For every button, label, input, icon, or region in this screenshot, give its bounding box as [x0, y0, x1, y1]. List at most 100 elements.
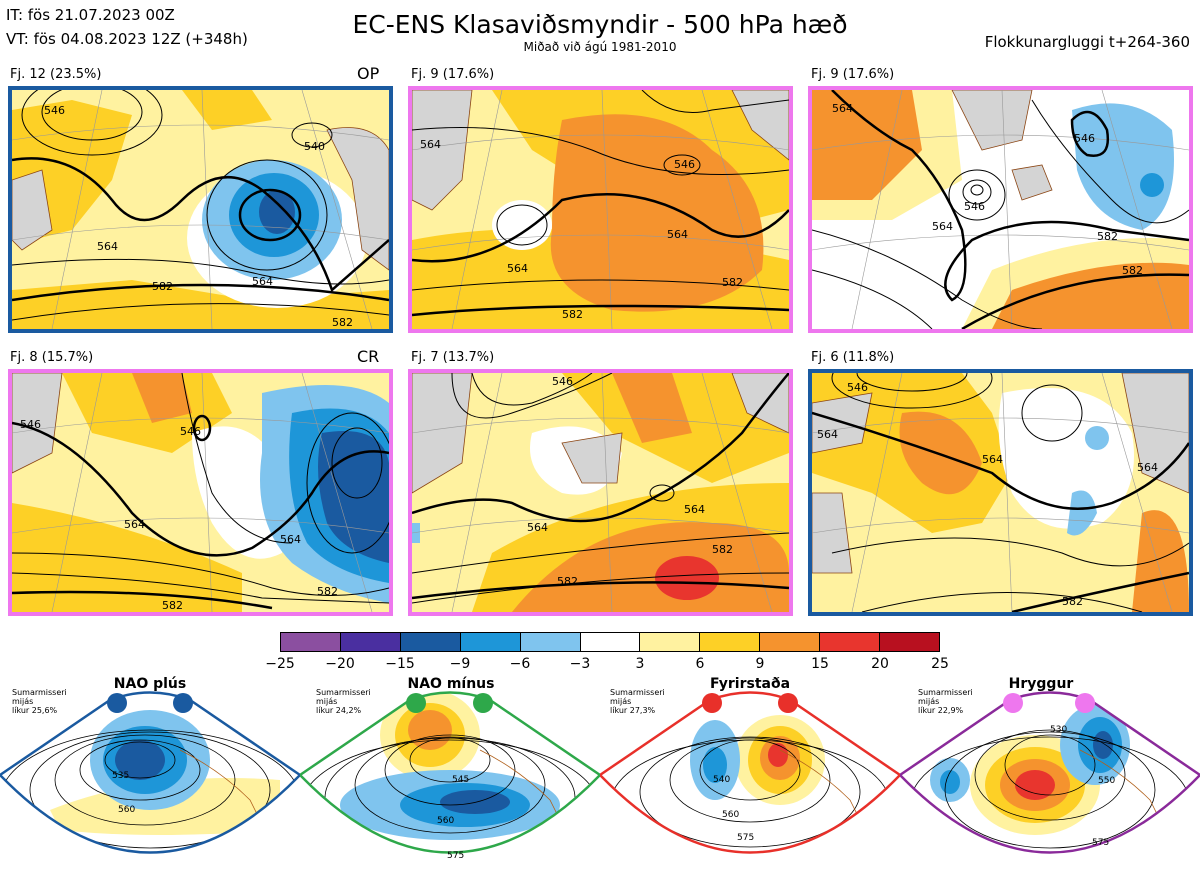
colorbar-swatch — [460, 633, 521, 651]
colorbar-swatch — [580, 633, 641, 651]
regime-2-title: NAO mínus — [407, 676, 495, 692]
contour-label: 546 — [1074, 132, 1095, 145]
contour-label: 582 — [332, 316, 353, 329]
contour-label: 564 — [932, 220, 953, 233]
cluster-map-2: 564 546 564 564 582 582 — [412, 90, 789, 329]
page-subtitle: Miðað við ágú 1981-2010 — [523, 40, 677, 54]
contour-label: 582 — [722, 276, 743, 289]
contour-label: 546 — [847, 381, 868, 394]
colorbar-tick-label: 15 — [811, 656, 829, 672]
contour-label: 564 — [420, 138, 441, 151]
colorbar-tick-label: 20 — [871, 656, 889, 672]
panel-1-tag: OP — [357, 64, 380, 83]
contour-label: 560 — [118, 805, 135, 815]
contour-label: 582 — [1062, 595, 1083, 608]
contour-label: 582 — [162, 599, 183, 612]
regime-1-note: Sumarmisseri mijás líkur 25,6% — [12, 688, 67, 715]
contour-label: 546 — [180, 425, 201, 438]
cluster-map-4: 546 546 564 564 582 582 — [12, 373, 389, 612]
contour-label: 546 — [552, 375, 573, 388]
panel-4-label: Fj. 8 (15.7%) — [10, 350, 94, 365]
regime-1-marker — [173, 693, 193, 713]
cluster-map-3: 564 546 546 564 582 582 — [812, 90, 1189, 329]
regime-2-marker — [406, 693, 426, 713]
contour-label: 546 — [44, 104, 65, 117]
contour-label: 564 — [124, 518, 145, 531]
colorbar-swatch — [880, 633, 939, 651]
cluster-map-panel-2[interactable]: 564 546 564 564 582 582 — [408, 86, 793, 333]
regime-4-map: 530 550 575 — [898, 690, 1200, 870]
regime-4-marker — [1003, 693, 1023, 713]
colorbar-swatch — [700, 633, 761, 651]
cluster-map-panel-6[interactable]: 546 564 564 564 582 — [808, 369, 1193, 616]
cluster-map-panel-5[interactable]: 546 564 564 582 582 — [408, 369, 793, 616]
contour-label: 540 — [304, 140, 325, 153]
regime-4-title: Hryggur — [1008, 676, 1074, 692]
colorbar-tick-label: −20 — [325, 656, 355, 672]
colorbar-tick-label: 6 — [695, 656, 705, 672]
colorbar — [280, 632, 940, 652]
regime-3-marker — [702, 693, 722, 713]
contour-label: 564 — [97, 240, 118, 253]
cluster-map-5: 546 564 564 582 582 — [412, 373, 789, 612]
cluster-map-1: 546 540 564 564 582 582 — [12, 90, 389, 329]
colorbar-tick-label: 3 — [635, 656, 645, 672]
colorbar-tick-label: −25 — [265, 656, 295, 672]
regime-1-marker — [107, 693, 127, 713]
contour-label: 564 — [982, 453, 1003, 466]
contour-label: 582 — [562, 308, 583, 321]
contour-label: 546 — [20, 418, 41, 431]
contour-label: 564 — [280, 533, 301, 546]
contour-label: 560 — [437, 816, 454, 826]
contour-label: 564 — [667, 228, 688, 241]
contour-label: 575 — [737, 833, 754, 843]
contour-label: 575 — [1092, 838, 1109, 848]
contour-label: 564 — [684, 503, 705, 516]
cluster-map-6: 546 564 564 564 582 — [812, 373, 1189, 612]
panel-1-label: Fj. 12 (23.5%) — [10, 67, 102, 82]
contour-label: 564 — [507, 262, 528, 275]
regime-3-title: Fyrirstaða — [709, 676, 791, 692]
panel-2-label: Fj. 9 (17.6%) — [411, 67, 495, 82]
regime-4-marker — [1075, 693, 1095, 713]
cluster-map-panel-3[interactable]: 564 546 546 564 582 582 — [808, 86, 1193, 333]
contour-label: 575 — [447, 851, 464, 861]
regime-3-marker — [778, 693, 798, 713]
contour-label: 582 — [1122, 264, 1143, 277]
contour-label: 564 — [1137, 461, 1158, 474]
colorbar-swatch — [640, 633, 701, 651]
panel-4-tag: CR — [357, 347, 380, 366]
contour-label: 582 — [317, 585, 338, 598]
contour-label: 560 — [722, 810, 739, 820]
panel-5-label: Fj. 7 (13.7%) — [411, 350, 495, 365]
colorbar-swatch — [760, 633, 821, 651]
init-time: IT: fös 21.07.2023 00Z — [6, 6, 175, 24]
contour-label: 545 — [452, 775, 469, 785]
regime-3-note: Sumarmisseri mijás líkur 27,3% — [610, 688, 665, 715]
colorbar-tick-label: −3 — [569, 656, 591, 672]
regime-1-map: 535 560 — [0, 690, 302, 870]
contour-label: 535 — [112, 771, 129, 781]
colorbar-swatch — [281, 633, 341, 651]
panel-3-label: Fj. 9 (17.6%) — [811, 67, 895, 82]
contour-label: 582 — [557, 575, 578, 588]
regime-1-title: NAO plús — [113, 676, 187, 692]
regime-2-map: 545 560 575 — [298, 690, 602, 870]
contour-label: 550 — [1098, 776, 1115, 786]
contour-label: 546 — [674, 158, 695, 171]
contour-label: 546 — [964, 200, 985, 213]
colorbar-swatch — [520, 633, 581, 651]
colorbar-tick-label: −15 — [385, 656, 415, 672]
page-title: EC-ENS Klasaviðsmyndir - 500 hPa hæð — [352, 10, 848, 39]
contour-label: 564 — [527, 521, 548, 534]
colorbar-swatch — [400, 633, 461, 651]
regime-3-map: 540 560 575 — [598, 690, 902, 870]
contour-label: 582 — [1097, 230, 1118, 243]
contour-label: 540 — [713, 775, 730, 785]
cluster-map-panel-1[interactable]: 546 540 564 564 582 582 — [8, 86, 393, 333]
cluster-map-panel-4[interactable]: 546 546 564 564 582 582 — [8, 369, 393, 616]
colorbar-tick-label: 25 — [931, 656, 949, 672]
colorbar-swatch — [820, 633, 881, 651]
colorbar-swatch — [340, 633, 401, 651]
regime-2-note: Sumarmisseri mijás líkur 24,2% — [316, 688, 371, 715]
